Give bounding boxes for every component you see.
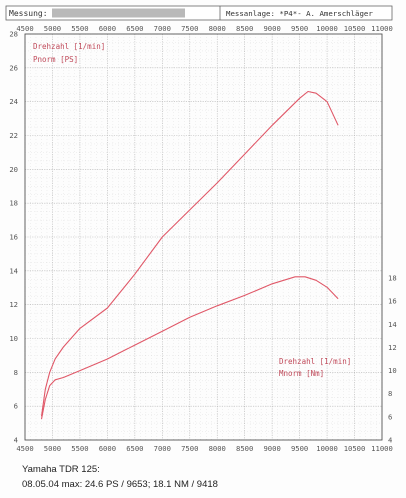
y-right-tick-label: 10	[388, 366, 397, 375]
x-tick-label-top: 5000	[44, 24, 61, 33]
torque-curve	[40, 276, 339, 420]
x-tick-label-bottom: 8500	[236, 444, 253, 453]
x-tick-label-top: 10500	[344, 24, 366, 33]
x-tick-label-bottom: 7500	[181, 444, 198, 453]
facility-label: Messanlage: *P4*- A. Amerschläger	[226, 9, 373, 18]
legend-bottom-rpm: Drehzahl [1/min]	[279, 357, 351, 366]
caption-max-values: 08.05.04 max: 24.6 PS / 9653; 18.1 NM / …	[22, 479, 218, 490]
y-right-tick-label: 6	[388, 412, 392, 421]
y-left-tick-label: 8	[14, 368, 18, 377]
legend-top-rpm: Drehzahl [1/min]	[33, 42, 105, 51]
x-tick-label-top: 7000	[154, 24, 171, 33]
x-tick-label-top: 11000	[371, 24, 393, 33]
x-tick-label-top: 6500	[126, 24, 143, 33]
plot-frame	[24, 33, 383, 441]
x-tick-label-top: 4500	[16, 24, 33, 33]
measurement-label: Messung:	[9, 9, 48, 18]
y-right-tick-label: 12	[388, 343, 397, 352]
redacted-bar	[52, 8, 185, 18]
y-left-tick-label: 10	[9, 334, 18, 343]
y-left-tick-label: 12	[9, 300, 18, 309]
x-tick-label-top: 7500	[181, 24, 198, 33]
x-tick-label-bottom: 5500	[71, 444, 88, 453]
x-tick-label-top: 9500	[291, 24, 308, 33]
x-tick-label-top: 10000	[316, 24, 338, 33]
y-left-tick-label: 22	[9, 131, 18, 140]
y-right-tick-label: 4	[388, 436, 392, 445]
x-tick-label-bottom: 6000	[99, 444, 116, 453]
x-tick-label-bottom: 5000	[44, 444, 61, 453]
y-right-tick-label: 18	[388, 274, 397, 283]
x-tick-label-bottom: 9000	[263, 444, 280, 453]
y-right-tick-label: 14	[388, 320, 397, 329]
y-left-tick-label: 28	[9, 30, 18, 39]
y-left-tick-label: 14	[9, 266, 18, 275]
x-tick-label-top: 8500	[236, 24, 253, 33]
x-tick-label-top: 8000	[209, 24, 226, 33]
y-right-tick-label: 8	[388, 389, 392, 398]
y-left-tick-label: 24	[9, 97, 18, 106]
x-tick-label-bottom: 10500	[344, 444, 366, 453]
x-tick-label-bottom: 6500	[126, 444, 143, 453]
x-tick-label-bottom: 10000	[316, 444, 338, 453]
y-left-tick-label: 20	[9, 165, 18, 174]
y-left-tick-label: 18	[9, 199, 18, 208]
y-left-tick-label: 26	[9, 63, 18, 72]
caption-title: Yamaha TDR 125:	[22, 464, 100, 475]
y-left-tick-label: 16	[9, 233, 18, 242]
y-right-tick-label: 16	[388, 297, 397, 306]
x-tick-label-bottom: 7000	[154, 444, 171, 453]
x-tick-label-bottom: 8000	[209, 444, 226, 453]
x-tick-label-bottom: 9500	[291, 444, 308, 453]
legend-top-power: Pnorm [PS]	[33, 55, 78, 64]
y-left-tick-label: 4	[14, 436, 18, 445]
y-left-tick-label: 6	[14, 402, 18, 411]
x-tick-label-top: 9000	[263, 24, 280, 33]
power-curve	[40, 90, 339, 417]
x-tick-label-bottom: 4500	[16, 444, 33, 453]
grid	[24, 33, 383, 441]
x-tick-label-top: 5500	[71, 24, 88, 33]
legend-bottom-torque: Mnorm [Nm]	[279, 369, 324, 378]
x-tick-label-top: 6000	[99, 24, 116, 33]
x-tick-label-bottom: 11000	[371, 444, 393, 453]
